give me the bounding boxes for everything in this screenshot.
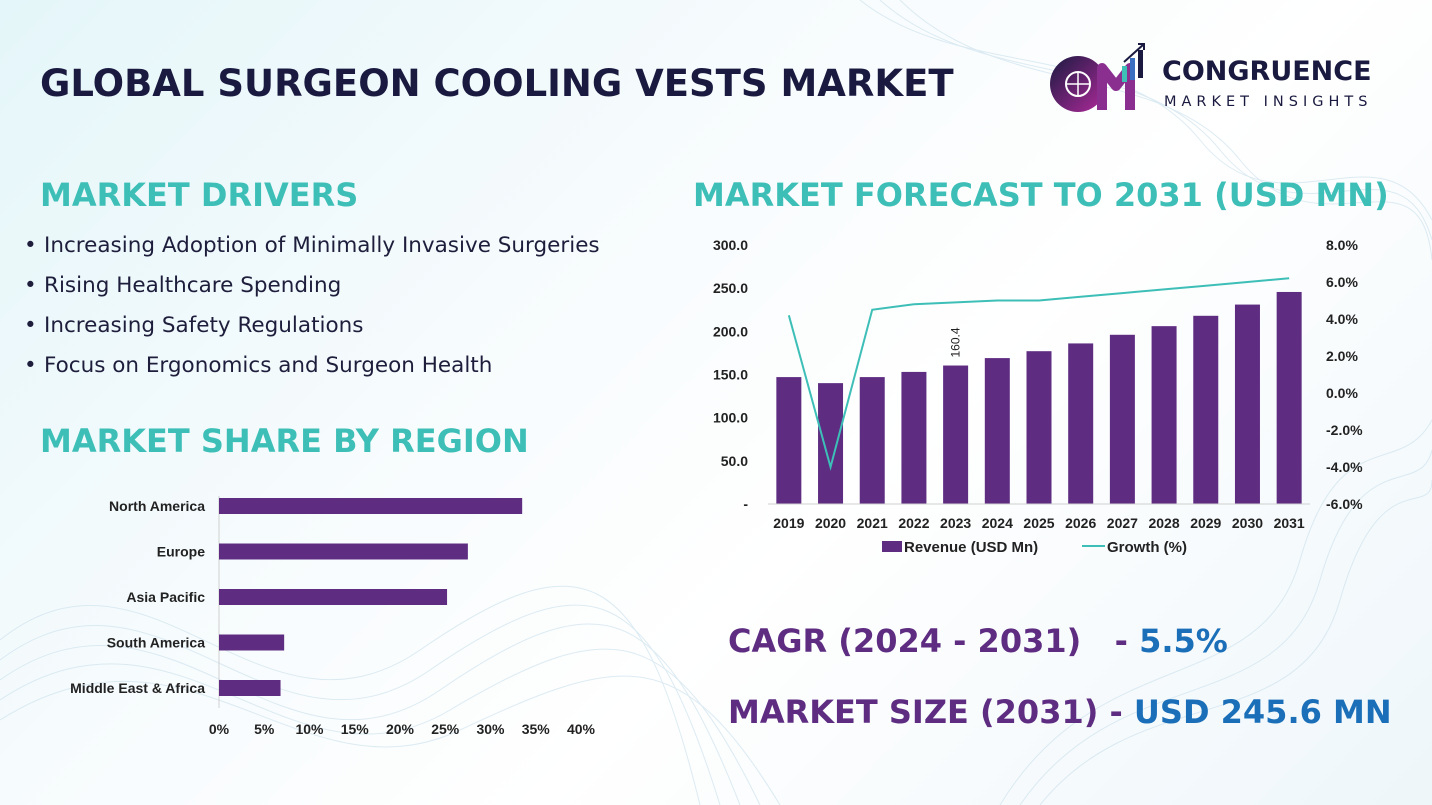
tick-label: 35% <box>522 721 551 737</box>
bar <box>219 589 448 605</box>
category-label: South America <box>107 635 205 651</box>
x-tick-label: 2026 <box>1065 515 1096 531</box>
right-tick-label: 0.0% <box>1326 385 1358 401</box>
bullet-icon: • <box>24 353 37 378</box>
left-tick-label: 100.0 <box>713 410 748 426</box>
right-tick-label: 8.0% <box>1326 237 1358 253</box>
driver-text: Increasing Safety Regulations <box>44 313 364 338</box>
left-tick-label: 200.0 <box>713 323 748 339</box>
forecast-chart: - 50.0 100.0 150.0 200.0 250.0 300.0 -6.0% -4.0%… <box>713 237 1363 556</box>
list-item: • Focus on Ergonomics and Surgeon Health <box>24 350 600 390</box>
logo-mark-icon: CM <box>1046 43 1145 119</box>
x-tick-label: 2019 <box>773 515 804 531</box>
right-tick-label: -4.0% <box>1326 459 1363 475</box>
bar <box>219 543 468 560</box>
market-size-value: USD 245.6 MN <box>1133 693 1392 731</box>
drivers-list: • Increasing Adoption of Minimally Invasi… <box>24 230 600 390</box>
bar <box>943 365 969 504</box>
legend-label-revenue: Revenue (USD Mn) <box>904 539 1038 556</box>
left-tick-label: 150.0 <box>713 367 748 383</box>
x-tick-label: 2020 <box>815 515 846 531</box>
bar <box>818 383 844 504</box>
bullet-icon: • <box>24 273 37 298</box>
category-label: North America <box>109 498 205 514</box>
bar <box>1109 334 1135 504</box>
tick-label: 0% <box>209 721 230 737</box>
cagr-separator: - <box>1114 622 1128 660</box>
market-size-separator: - <box>1109 693 1123 731</box>
bar <box>901 371 927 504</box>
right-tick-label: 2.0% <box>1326 348 1358 364</box>
bar <box>219 498 523 514</box>
legend-swatch-revenue <box>882 541 902 552</box>
cagr-kpi: CAGR (2024 - 2031) - 5.5% <box>728 622 1228 660</box>
brand-name: CONGRUENCE <box>1162 56 1372 87</box>
bar <box>859 377 885 504</box>
tick-label: 5% <box>254 721 275 737</box>
driver-text: Rising Healthcare Spending <box>44 273 342 298</box>
x-tick-label: 2021 <box>857 515 888 531</box>
growth-line <box>787 277 1290 471</box>
page-title: GLOBAL SURGEON COOLING VESTS MARKET <box>40 62 954 105</box>
drivers-heading: MARKET DRIVERS <box>40 176 359 214</box>
logo-letters: CM <box>1046 117 1048 119</box>
x-tick-label: 2024 <box>982 515 1013 531</box>
right-tick-label: 6.0% <box>1326 274 1358 290</box>
driver-text: Increasing Adoption of Minimally Invasiv… <box>44 233 600 258</box>
tick-label: 25% <box>431 721 460 737</box>
tick-label: 20% <box>386 721 415 737</box>
cagr-label: CAGR (2024 - 2031) <box>728 622 1082 660</box>
category-label: Asia Pacific <box>126 589 205 605</box>
bar <box>1026 351 1052 504</box>
x-tick-label: 2031 <box>1274 515 1305 531</box>
bar <box>984 358 1010 504</box>
list-item: • Increasing Adoption of Minimally Invasi… <box>24 230 600 270</box>
x-tick-label: 2025 <box>1023 515 1054 531</box>
market-size-kpi: MARKET SIZE (2031) - USD 245.6 MN <box>728 693 1392 731</box>
x-tick-label: 2030 <box>1232 515 1263 531</box>
x-tick-label: 2022 <box>898 515 929 531</box>
category-label: Middle East & Africa <box>70 680 205 696</box>
bar <box>776 377 802 504</box>
left-tick-label: 50.0 <box>721 453 748 469</box>
bullet-icon: • <box>24 313 37 338</box>
legend-label-growth: Growth (%) <box>1107 539 1187 556</box>
bullet-icon: • <box>24 233 37 258</box>
bar <box>219 634 285 651</box>
driver-text: Focus on Ergonomics and Surgeon Health <box>44 353 493 378</box>
cagr-value: 5.5% <box>1139 622 1228 660</box>
bar <box>1068 343 1094 504</box>
bar <box>1151 326 1177 504</box>
tick-label: 10% <box>295 721 324 737</box>
list-item: • Rising Healthcare Spending <box>24 270 600 310</box>
tick-label: 15% <box>341 721 370 737</box>
left-tick-label: - <box>743 496 748 512</box>
bar <box>1276 291 1302 504</box>
x-tick-label: 2027 <box>1107 515 1138 531</box>
category-label: Europe <box>157 544 205 560</box>
market-size-label: MARKET SIZE (2031) <box>728 693 1099 731</box>
tick-label: 40% <box>567 721 596 737</box>
left-tick-label: 250.0 <box>713 280 748 296</box>
left-tick-label: 300.0 <box>713 237 748 253</box>
bar <box>1193 315 1219 504</box>
bar <box>219 680 281 696</box>
x-tick-label: 2029 <box>1190 515 1221 531</box>
x-tick-label: 2023 <box>940 515 971 531</box>
brand-logo: CM CONGRUENCE MARKET INSIGHTS <box>1044 40 1404 120</box>
right-tick-label: -6.0% <box>1326 496 1363 512</box>
list-item: • Increasing Safety Regulations <box>24 310 600 350</box>
brand-subtitle: MARKET INSIGHTS <box>1164 94 1373 110</box>
region-heading: MARKET SHARE BY REGION <box>40 422 529 460</box>
region-share-chart: North America Europe Asia Pacific South Ame… <box>70 496 596 737</box>
right-tick-label: -2.0% <box>1326 422 1363 438</box>
forecast-heading: MARKET FORECAST TO 2031 (USD MN) <box>693 176 1389 214</box>
tick-label: 30% <box>476 721 505 737</box>
x-tick-label: 2028 <box>1148 515 1179 531</box>
bar <box>1234 304 1260 504</box>
data-label: 160.4 <box>949 327 963 357</box>
right-tick-label: 4.0% <box>1326 311 1358 327</box>
